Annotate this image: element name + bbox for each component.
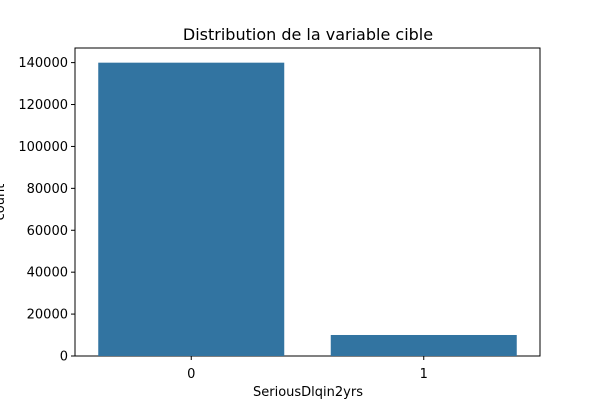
y-tick-label-100000: 100000 <box>18 140 68 155</box>
y-tick-label-0: 0 <box>60 350 68 365</box>
y-tick-label-60000: 60000 <box>27 224 68 239</box>
y-axis-label: count <box>0 184 8 221</box>
plot-area-frame <box>74 47 541 357</box>
y-tick-label-80000: 80000 <box>27 182 68 197</box>
chart-title: Distribution de la variable cible <box>183 25 433 44</box>
y-tick-label-20000: 20000 <box>27 308 68 323</box>
y-tick-label-120000: 120000 <box>18 98 68 113</box>
bars-layer <box>98 62 517 357</box>
x-axis-label: SeriousDlqin2yrs <box>253 385 363 400</box>
bar-0 <box>98 62 285 357</box>
y-axis: 0 20000 40000 60000 80000 100000 120000 140000 <box>18 56 75 365</box>
y-tick-label-40000: 40000 <box>27 266 68 281</box>
y-tick-label-140000: 140000 <box>18 56 68 71</box>
bar-1 <box>330 334 517 356</box>
x-tick-label-0: 0 <box>187 367 195 382</box>
x-tick-label-1: 1 <box>420 367 428 382</box>
